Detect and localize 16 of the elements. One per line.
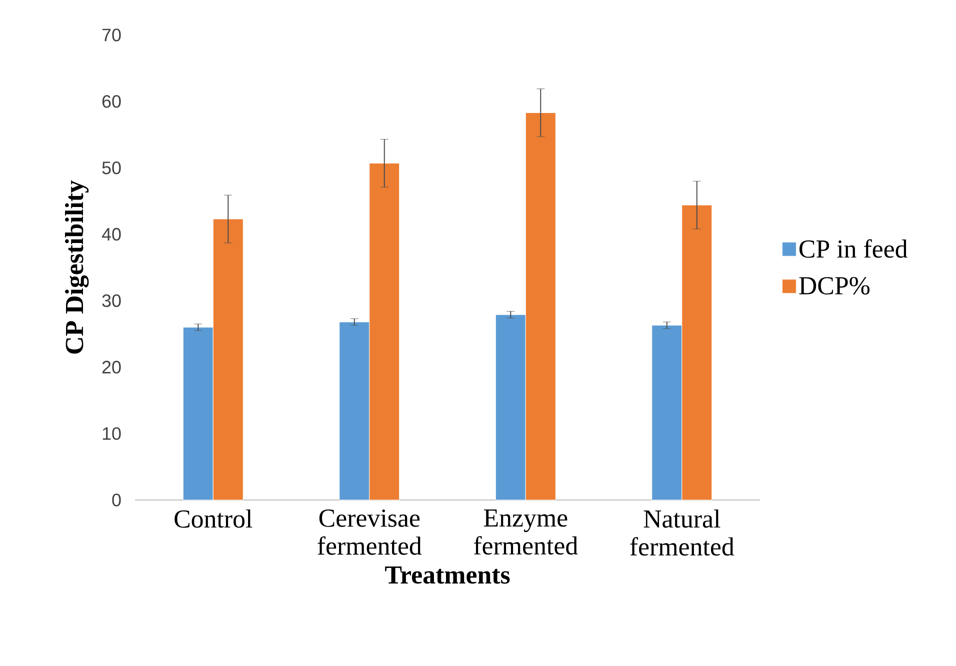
x-tick-label: Natural fermented <box>630 510 734 556</box>
y-axis-title: CP Digestibility <box>65 180 89 354</box>
y-tick-label: 50 <box>102 162 121 174</box>
y-tick-label: 10 <box>102 427 121 440</box>
y-tick-label: 60 <box>102 95 121 108</box>
x-tick-label: Enzyme fermented <box>474 510 578 555</box>
x-axis-title: Treatments <box>385 566 510 584</box>
x-tick-label: Cerevisae fermented <box>318 510 422 555</box>
y-tick-label: 40 <box>102 228 121 241</box>
x-tick-label: Control <box>174 510 252 528</box>
legend-label: DCP% <box>799 276 870 295</box>
y-tick-label: 70 <box>102 28 121 42</box>
legend-label: CP in feed <box>800 239 908 258</box>
y-tick-label: 30 <box>102 294 121 308</box>
y-tick-label: 0 <box>112 494 121 506</box>
y-tick-label: 20 <box>102 360 121 374</box>
